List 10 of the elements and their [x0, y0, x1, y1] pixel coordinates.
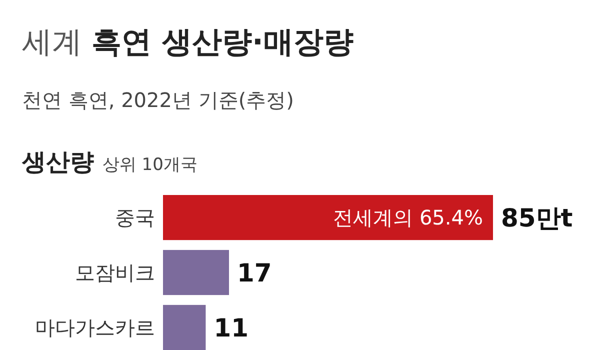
y-tick-label: 마다가스카르	[35, 316, 155, 340]
annotation: 전세계의 65.4%	[333, 206, 483, 230]
chart-subtitle: 천연 흑연, 2022년 기준(추정)	[22, 88, 294, 112]
data-label: 17	[237, 258, 272, 288]
y-tick-label: 모잠비크	[75, 260, 155, 285]
data-label: 11	[214, 313, 249, 342]
text: 생산량 상위 10개국	[21, 148, 198, 176]
y-tick-label: 중국	[115, 206, 155, 230]
data-label: 85만t	[501, 204, 573, 233]
chart-title: 세계 흑연 생산량·매장량	[22, 25, 354, 60]
